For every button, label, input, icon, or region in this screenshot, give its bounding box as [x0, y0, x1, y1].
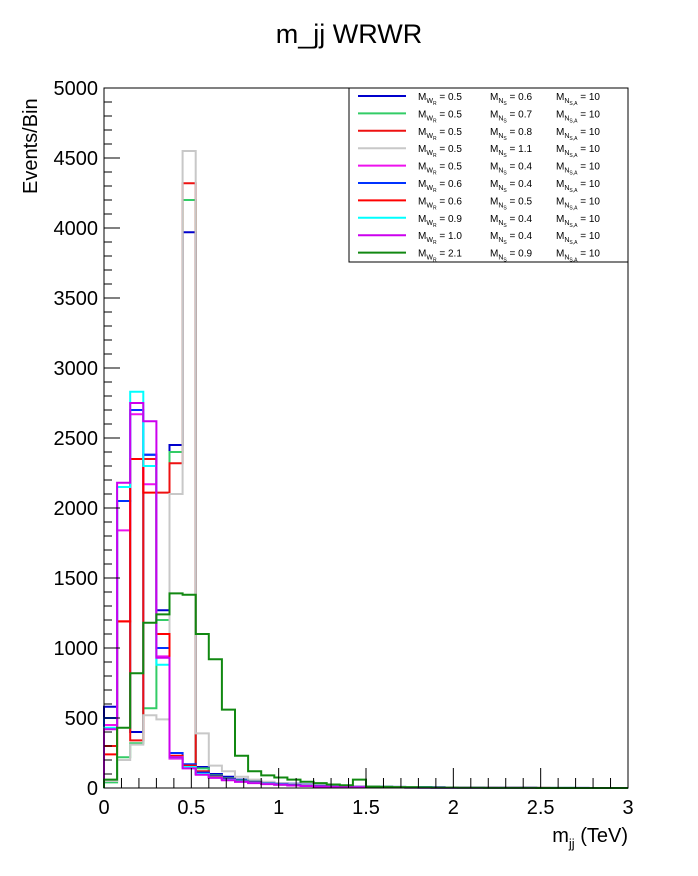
legend-label: MNS,A = 10 — [556, 249, 600, 264]
legend-box — [348, 87, 629, 263]
legend-label: MNS = 0.6 — [490, 92, 532, 107]
legend-label: MWR = 0.9 — [418, 214, 462, 229]
legend-label: MNS,A = 10 — [556, 231, 600, 246]
y-tick-label: 500 — [65, 708, 98, 730]
y-tick-label: 5000 — [54, 78, 99, 100]
y-tick-label: 3500 — [54, 288, 99, 310]
legend-label: MNS = 0.9 — [490, 249, 532, 264]
legend-label: MWR = 0.5 — [418, 92, 462, 107]
x-tick-label: 2.5 — [527, 797, 555, 819]
x-axis-label-main: m — [552, 825, 569, 847]
legend-label: MNS,A = 10 — [556, 214, 600, 229]
legend-label: MWR = 0.5 — [418, 127, 462, 142]
legend-label: MNS,A = 10 — [556, 92, 600, 107]
legend-label: MNS = 0.5 — [490, 196, 532, 211]
x-tick-label: 0.5 — [177, 797, 205, 819]
legend-label: MNS = 0.7 — [490, 109, 532, 124]
chart-title: m_jj WRWR — [276, 19, 422, 49]
x-tick-label: 3 — [622, 797, 633, 819]
legend-label: MNS,A = 10 — [556, 162, 600, 177]
series-6-line — [103, 458, 628, 789]
legend-entries: MWR = 0.5 MNS = 0.6 MNS,A = 10 MWR = 0.5 MNS… — [358, 92, 600, 264]
y-axis-label: Events/Bin — [20, 98, 42, 194]
legend-label: MWR = 0.6 — [418, 179, 462, 194]
y-tick-label: 1500 — [54, 568, 99, 590]
x-tick-label: 1 — [273, 797, 284, 819]
legend-label: MNS = 0.8 — [490, 127, 532, 142]
legend-label: MNS,A = 10 — [556, 179, 600, 194]
legend-label: MNS = 0.4 — [490, 162, 532, 177]
legend-label: MWR = 0.5 — [418, 144, 462, 159]
x-axis-label: mjj (TeV) — [552, 825, 628, 851]
legend-label: MNS,A = 10 — [556, 196, 600, 211]
x-tick-label: 0 — [98, 797, 109, 819]
x-axis-label-unit: (TeV) — [575, 825, 628, 847]
y-tick-label: 4000 — [54, 218, 99, 240]
y-tick-label: 3000 — [54, 358, 99, 380]
y-axis: 0 500 1000 1500 2000 2500 3000 3500 4000 4500 5000 — [54, 78, 120, 800]
y-tick-label: 2500 — [54, 428, 99, 450]
x-axis-label-sub: jj — [568, 836, 575, 851]
legend-label: MNS = 0.4 — [490, 231, 532, 246]
x-tick-label: 2 — [448, 797, 459, 819]
legend-label: MWR = 1.0 — [418, 231, 462, 246]
legend-label: MNS = 0.4 — [490, 179, 532, 194]
legend-label: MWR = 0.6 — [418, 196, 462, 211]
legend-label: MNS = 1.1 — [490, 144, 532, 159]
legend-label: MWR = 0.5 — [418, 162, 462, 177]
x-tick-label: 1.5 — [352, 797, 380, 819]
legend-label: MNS = 0.4 — [490, 214, 532, 229]
y-tick-label: 0 — [87, 778, 98, 800]
legend-label: MNS,A = 10 — [556, 144, 600, 159]
legend-label: MNS,A = 10 — [556, 109, 600, 124]
legend-label: MWR = 2.1 — [418, 249, 462, 264]
y-tick-label: 4500 — [54, 148, 99, 170]
legend-label: MNS,A = 10 — [556, 127, 600, 142]
legend: MWR = 0.5 MNS = 0.6 MNS,A = 10 MWR = 0.5 MNS… — [348, 87, 629, 264]
y-tick-label: 1000 — [54, 638, 99, 660]
x-axis: 0 0.5 1 1.5 2 2.5 3 — [98, 768, 634, 819]
y-tick-label: 2000 — [54, 498, 99, 520]
legend-label: MWR = 0.5 — [418, 109, 462, 124]
